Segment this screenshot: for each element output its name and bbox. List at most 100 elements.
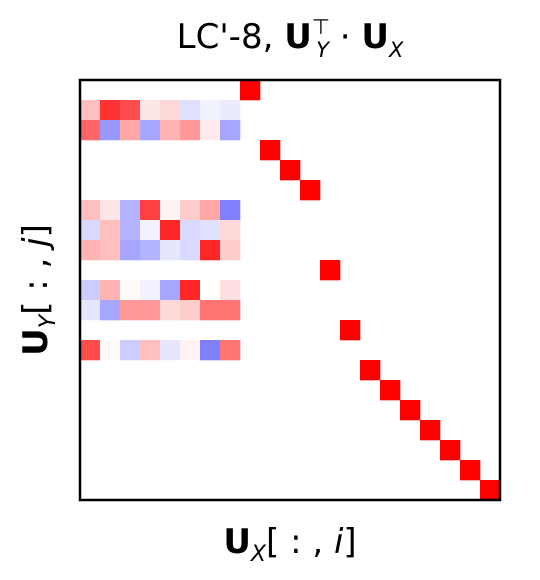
heatmap-cell-r2-c5 xyxy=(180,120,201,141)
heatmap-cell-r19-c19 xyxy=(460,460,481,481)
xlabel-sub: X xyxy=(250,542,267,567)
heatmap-cell-r1-c0 xyxy=(80,100,101,121)
heatmap-cell-r6-c3 xyxy=(140,200,161,221)
title-left-symbol: U xyxy=(284,17,312,57)
heatmap-cell-r6-c0 xyxy=(80,200,101,221)
title-right-sub: X xyxy=(388,38,404,62)
heatmap-cell-r13-c2 xyxy=(120,340,141,361)
heatmap-cell-r8-c4 xyxy=(160,240,181,261)
heatmap-cell-r1-c3 xyxy=(140,100,161,121)
heatmap-cell-r7-c0 xyxy=(80,220,101,241)
x-axis-label: UX[ : , i] xyxy=(223,522,356,567)
ylabel-symbol: U xyxy=(16,328,56,356)
heatmap-cell-r11-c0 xyxy=(80,300,101,321)
heatmap-cell-r8-c6 xyxy=(200,240,221,261)
title-left-sup: ⊤ xyxy=(312,15,330,39)
heatmap-cell-r16-c16 xyxy=(400,400,421,421)
heatmap-cell-r9-c12 xyxy=(320,260,341,281)
heatmap-cell-r8-c3 xyxy=(140,240,161,261)
heatmap-cell-r2-c7 xyxy=(220,120,241,141)
heatmap-cell-r8-c1 xyxy=(100,240,121,261)
heatmap-cell-r13-c4 xyxy=(160,340,181,361)
heatmap-cell-r18-c18 xyxy=(440,440,461,461)
heatmap-cell-r7-c1 xyxy=(100,220,121,241)
heatmap-cell-r2-c3 xyxy=(140,120,161,141)
heatmap-cell-r7-c7 xyxy=(220,220,241,241)
heatmap-cell-r6-c2 xyxy=(120,200,141,221)
heatmap-cell-r2-c6 xyxy=(200,120,221,141)
heatmap-cell-r0-c8 xyxy=(240,80,261,101)
heatmap-cell-r1-c5 xyxy=(180,100,201,121)
heatmap-cell-r13-c6 xyxy=(200,340,221,361)
heatmap-cell-r2-c1 xyxy=(100,120,121,141)
heatmap-cell-r10-c3 xyxy=(140,280,161,301)
heatmap-cell-r3-c9 xyxy=(260,140,281,161)
xlabel-index-var: i xyxy=(334,522,344,562)
title-operator: · xyxy=(329,17,361,57)
heatmap-cell-r13-c5 xyxy=(180,340,201,361)
heatmap-cell-r13-c7 xyxy=(220,340,241,361)
heatmap-cell-r6-c5 xyxy=(180,200,201,221)
heatmap-cell-r10-c0 xyxy=(80,280,101,301)
heatmap-cell-r1-c2 xyxy=(120,100,141,121)
heatmap-cell-r11-c7 xyxy=(220,300,241,321)
ylabel-index-var: j xyxy=(16,237,56,251)
xlabel-index-close: ] xyxy=(343,522,356,562)
heatmap-cell-r8-c5 xyxy=(180,240,201,261)
heatmap-cell-r7-c3 xyxy=(140,220,161,241)
heatmap-cell-r2-c2 xyxy=(120,120,141,141)
heatmap-cell-r6-c1 xyxy=(100,200,121,221)
heatmap-cell-r11-c5 xyxy=(180,300,201,321)
heatmap-cells xyxy=(80,80,501,501)
ylabel-sub: Y xyxy=(36,313,61,328)
chart-title: LC'-8, U⊤ Y · UX xyxy=(177,15,404,62)
heatmap-cell-r11-c1 xyxy=(100,300,121,321)
heatmap-cell-r8-c2 xyxy=(120,240,141,261)
heatmap-cell-r4-c10 xyxy=(280,160,301,181)
xlabel-symbol: U xyxy=(223,522,251,562)
heatmap-cell-r7-c2 xyxy=(120,220,141,241)
ylabel-index-open: [ : , xyxy=(16,247,56,315)
heatmap-cell-r11-c6 xyxy=(200,300,221,321)
heatmap-cell-r20-c20 xyxy=(480,480,501,501)
heatmap-cell-r7-c5 xyxy=(180,220,201,241)
heatmap-cell-r10-c6 xyxy=(200,280,221,301)
y-axis-label: UY[ : , j] xyxy=(16,224,61,356)
heatmap-cell-r17-c17 xyxy=(420,420,441,441)
title-left-sub: Y xyxy=(316,38,331,62)
heatmap-cell-r8-c0 xyxy=(80,240,101,261)
heatmap-cell-r11-c2 xyxy=(120,300,141,321)
heatmap-cell-r11-c3 xyxy=(140,300,161,321)
heatmap-cell-r14-c14 xyxy=(360,360,381,381)
heatmap-cell-r6-c4 xyxy=(160,200,181,221)
title-right-symbol: U xyxy=(361,17,389,57)
heatmap-cell-r10-c7 xyxy=(220,280,241,301)
heatmap-cell-r2-c0 xyxy=(80,120,101,141)
heatmap-cell-r15-c15 xyxy=(380,380,401,401)
plot-frame xyxy=(78,78,502,502)
heatmap-cell-r5-c11 xyxy=(300,180,321,201)
heatmap-cell-r12-c13 xyxy=(340,320,361,341)
heatmap-cell-r6-c7 xyxy=(220,200,241,221)
heatmap-cell-r13-c1 xyxy=(100,340,121,361)
heatmap-cell-r10-c5 xyxy=(180,280,201,301)
heatmap-cell-r10-c1 xyxy=(100,280,121,301)
heatmap-cell-r1-c1 xyxy=(100,100,121,121)
heatmap-cell-r1-c7 xyxy=(220,100,241,121)
heatmap-cell-r2-c4 xyxy=(160,120,181,141)
title-prefix: LC'-8, xyxy=(177,17,285,57)
heatmap-cell-r1-c4 xyxy=(160,100,181,121)
heatmap-cell-r11-c4 xyxy=(160,300,181,321)
heatmap-cell-r13-c3 xyxy=(140,340,161,361)
ylabel-index-close: ] xyxy=(16,224,56,237)
heatmap-cell-r7-c6 xyxy=(200,220,221,241)
heatmap-cell-r10-c2 xyxy=(120,280,141,301)
heatmap-cell-r8-c7 xyxy=(220,240,241,261)
heatmap-cell-r6-c6 xyxy=(200,200,221,221)
heatmap-cell-r7-c4 xyxy=(160,220,181,241)
heatmap-cell-r1-c6 xyxy=(200,100,221,121)
heatmap-cell-r10-c4 xyxy=(160,280,181,301)
heatmap-cell-r13-c0 xyxy=(80,340,101,361)
xlabel-index-open: [ : , xyxy=(266,522,334,562)
